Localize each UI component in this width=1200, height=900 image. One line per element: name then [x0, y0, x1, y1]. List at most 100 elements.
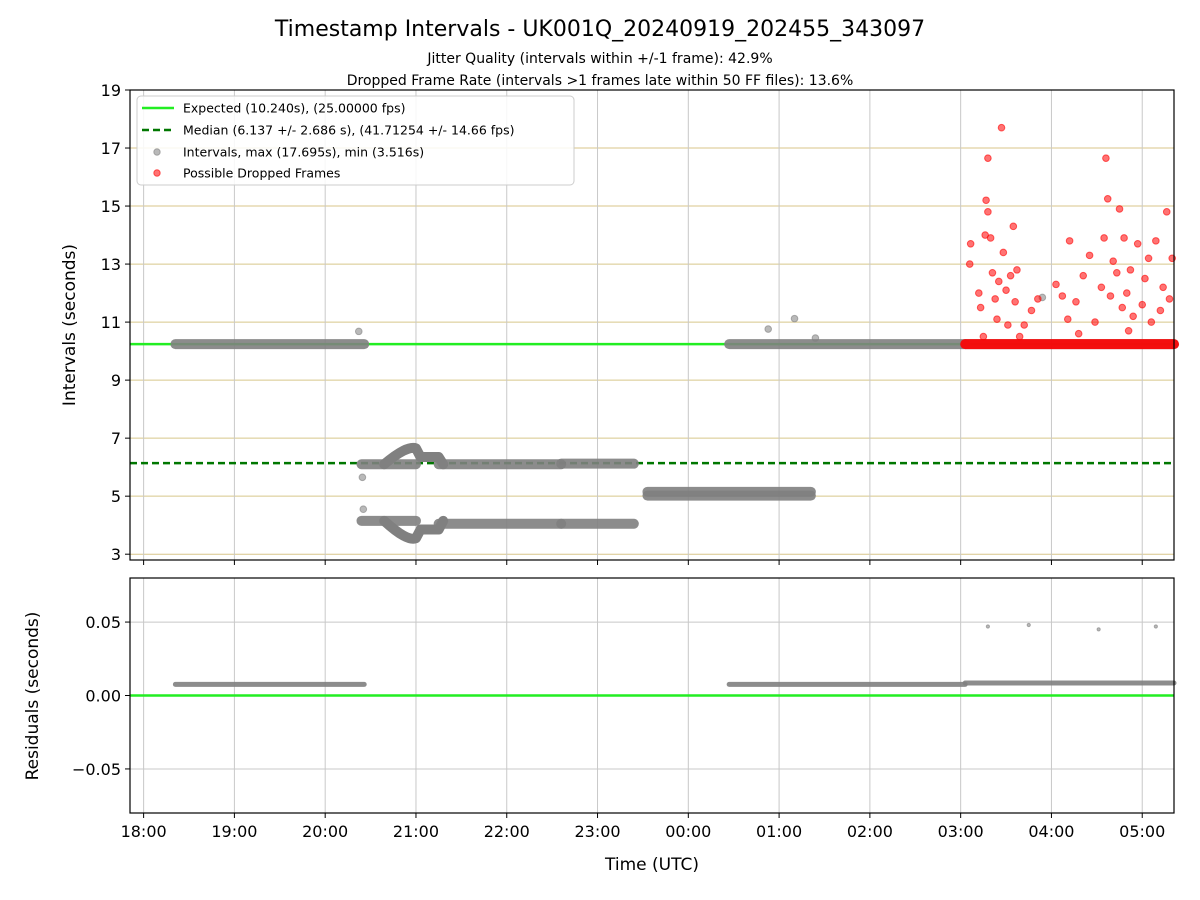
top-possible-dropped-frames-point — [999, 248, 1008, 257]
top-possible-dropped-frames-point — [1009, 222, 1018, 231]
bottom-y-tick-label: 0.00 — [85, 687, 121, 706]
chart-subtitle-dropped: Dropped Frame Rate (intervals >1 frames … — [347, 73, 854, 89]
top-possible-dropped-frames-point — [991, 295, 999, 303]
top-possible-dropped-frames-point — [1004, 321, 1012, 329]
top-possible-dropped-frames-point — [1100, 234, 1108, 242]
bottom-x-tick-label: 01:00 — [756, 822, 802, 841]
top-possible-dropped-frames-point — [1011, 297, 1019, 306]
top-intervals-point — [811, 334, 820, 342]
top-y-tick-label: 11 — [101, 313, 121, 332]
top-possible-dropped-frames-point — [1147, 318, 1156, 326]
top-y-tick-label: 7 — [111, 429, 121, 448]
bottom-x-tick-label: 20:00 — [302, 822, 348, 841]
bottom-x-tick-label: 03:00 — [938, 822, 984, 841]
top-possible-dropped-frames-point — [1085, 251, 1094, 260]
top-possible-dropped-frames-point — [988, 268, 997, 277]
top-possible-dropped-frames-point — [1106, 292, 1115, 300]
chart-subtitle-jitter: Jitter Quality (intervals within +/-1 fr… — [426, 51, 772, 67]
top-possible-dropped-frames-point — [1074, 329, 1083, 338]
top-possible-dropped-frames-point — [1072, 297, 1080, 306]
x-axis-label: Time (UTC) — [604, 855, 699, 875]
legend-median-label: Median (6.137 +/- 2.686 s), (41.71254 +/… — [183, 123, 514, 138]
chart-title: Timestamp Intervals - UK001Q_20240919_20… — [274, 17, 925, 42]
top-possible-dropped-frames-point — [1115, 205, 1124, 213]
top-possible-dropped-frames-point — [1124, 327, 1133, 335]
top-possible-dropped-frames-point — [979, 332, 988, 341]
bottom-y-tick-label: 0.05 — [85, 613, 121, 632]
top-intervals-point — [764, 325, 773, 333]
top-possible-dropped-frames-point — [1102, 154, 1110, 162]
bottom-x-tick-label: 00:00 — [665, 822, 711, 841]
top-intervals-wave — [379, 442, 449, 470]
top-possible-dropped-frames-point — [1165, 295, 1174, 303]
top-possible-dropped-frames-point — [993, 315, 1001, 323]
top-possible-dropped-frames-point — [1138, 300, 1147, 309]
top-possible-dropped-frames-point — [982, 196, 990, 205]
top-intervals-point — [358, 473, 367, 482]
top-possible-dropped-frames-point — [986, 234, 995, 242]
top-possible-dropped-frames-point — [976, 303, 985, 312]
top-y-tick-label: 3 — [111, 545, 121, 564]
top-possible-dropped-frames-point — [1120, 234, 1128, 242]
bottom-x-tick-label: 18:00 — [121, 822, 167, 841]
top-possible-dropped-frames-point — [1063, 315, 1072, 323]
bottom-y-axis-label: Residuals (seconds) — [23, 612, 43, 781]
top-possible-dropped-frames-point — [1141, 274, 1149, 283]
top-possible-dropped-frames-point — [1091, 318, 1099, 326]
top-possible-dropped-frames-point — [1118, 303, 1127, 312]
top-intervals-point — [354, 327, 363, 336]
top-possible-dropped-frames-point — [966, 239, 975, 248]
top-possible-dropped-frames-point — [1113, 268, 1121, 277]
legend-dropped-swatch — [153, 169, 161, 177]
top-possible-dropped-frames-point — [1152, 237, 1160, 245]
bottom-residuals-point — [985, 624, 990, 629]
bottom-x-tick-label: 19:00 — [211, 822, 257, 841]
top-y-tick-label: 17 — [101, 139, 121, 158]
top-possible-dropped-frames-point — [1058, 292, 1067, 300]
top-possible-dropped-frames-point — [1122, 289, 1131, 297]
top-possible-dropped-frames-point — [1126, 266, 1135, 274]
top-possible-dropped-frames-point — [1015, 332, 1024, 341]
top-possible-dropped-frames-point — [965, 260, 974, 268]
top-possible-dropped-frames-point — [1097, 283, 1106, 292]
bottom-x-tick-label: 22:00 — [484, 822, 530, 841]
legend-box — [136, 95, 575, 186]
top-possible-dropped-frames-point — [1027, 306, 1036, 315]
top-possible-dropped-frames-point — [1020, 321, 1029, 329]
top-possible-dropped-frames-point — [1006, 271, 1015, 280]
top-y-tick-label: 19 — [101, 81, 121, 100]
top-possible-dropped-frames-point — [1162, 208, 1171, 216]
legend: Expected (10.240s), (25.00000 fps) Media… — [136, 95, 575, 186]
bottom-x-tick-label: 05:00 — [1119, 822, 1165, 841]
top-possible-dropped-frames-point — [1013, 266, 1021, 274]
bottom-x-tick-label: 04:00 — [1028, 822, 1074, 841]
top-possible-dropped-frames-point — [1109, 257, 1117, 265]
top-possible-dropped-frames-point — [1034, 295, 1042, 303]
top-possible-dropped-frames-point — [1133, 239, 1142, 248]
bottom-x-tick-label: 21:00 — [393, 822, 439, 841]
bottom-y-tick-label: −0.05 — [72, 760, 121, 779]
top-possible-dropped-frames-point — [997, 123, 1006, 132]
top-intervals-wave — [379, 515, 449, 544]
top-possible-dropped-frames-point — [1052, 280, 1060, 289]
bottom-residuals-point — [1153, 624, 1158, 629]
top-possible-dropped-frames-point — [975, 289, 983, 297]
top-possible-dropped-frames-point — [984, 208, 992, 216]
top-y-tick-label: 15 — [101, 197, 121, 216]
top-intervals-point — [790, 314, 799, 323]
top-possible-dropped-frames-point — [984, 154, 992, 162]
top-possible-dropped-frames-point — [1144, 254, 1153, 263]
top-possible-dropped-frames-point — [994, 277, 1003, 286]
top-y-axis-label: Intervals (seconds) — [60, 244, 80, 406]
legend-intervals-swatch — [153, 148, 161, 156]
bottom-x-tick-label: 23:00 — [574, 822, 620, 841]
top-y-tick-label: 9 — [111, 371, 121, 390]
top-y-tick-label: 5 — [111, 487, 121, 506]
top-possible-dropped-frames-point — [1002, 286, 1010, 294]
top-possible-dropped-frames-point — [1103, 194, 1112, 203]
legend-dropped-label: Possible Dropped Frames — [183, 166, 340, 181]
bottom-residuals-point — [1096, 627, 1101, 632]
top-plot-frame — [129, 89, 1175, 561]
top-intervals-point — [359, 505, 368, 514]
